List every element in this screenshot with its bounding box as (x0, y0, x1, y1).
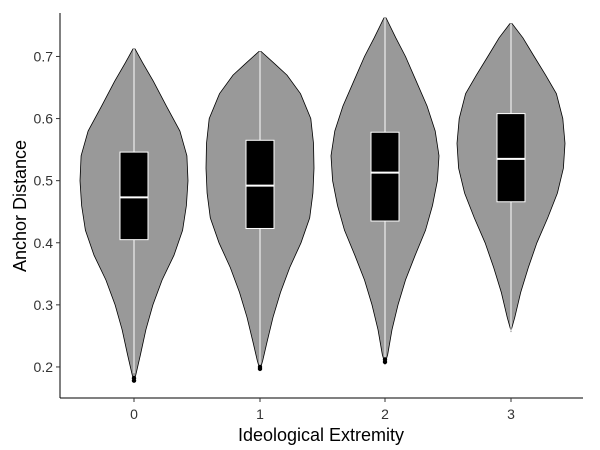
x-axis-ticks: 0 1 2 3 (130, 398, 515, 422)
box-0 (119, 151, 149, 241)
violin-group-3 (456, 23, 566, 333)
violin-group-2 (330, 17, 440, 366)
x-tick-label: 1 (256, 406, 264, 422)
violin-group-1 (205, 51, 315, 372)
outlier-1-1 (257, 366, 263, 372)
x-tick-label: 3 (507, 406, 515, 422)
outlier-2-1 (382, 359, 388, 365)
y-tick-label: 0.4 (34, 235, 54, 251)
y-tick-label: 0.6 (34, 111, 54, 127)
plot-area (79, 17, 566, 383)
y-tick-label: 0.2 (34, 359, 54, 375)
box-1 (245, 139, 275, 229)
x-axis-title: Ideological Extremity (238, 425, 404, 445)
outlier-0-1 (131, 378, 137, 383)
y-tick-label: 0.7 (34, 48, 54, 64)
box-3 (496, 113, 526, 203)
violin-group-0 (79, 48, 189, 383)
y-axis-ticks: 0.2 0.3 0.4 0.5 0.6 0.7 (34, 48, 60, 375)
box-2 (370, 131, 400, 222)
y-tick-label: 0.3 (34, 297, 54, 313)
x-tick-label: 0 (130, 406, 138, 422)
x-tick-label: 2 (381, 406, 389, 422)
y-axis-title: Anchor Distance (10, 140, 30, 272)
y-tick-label: 0.5 (34, 173, 54, 189)
